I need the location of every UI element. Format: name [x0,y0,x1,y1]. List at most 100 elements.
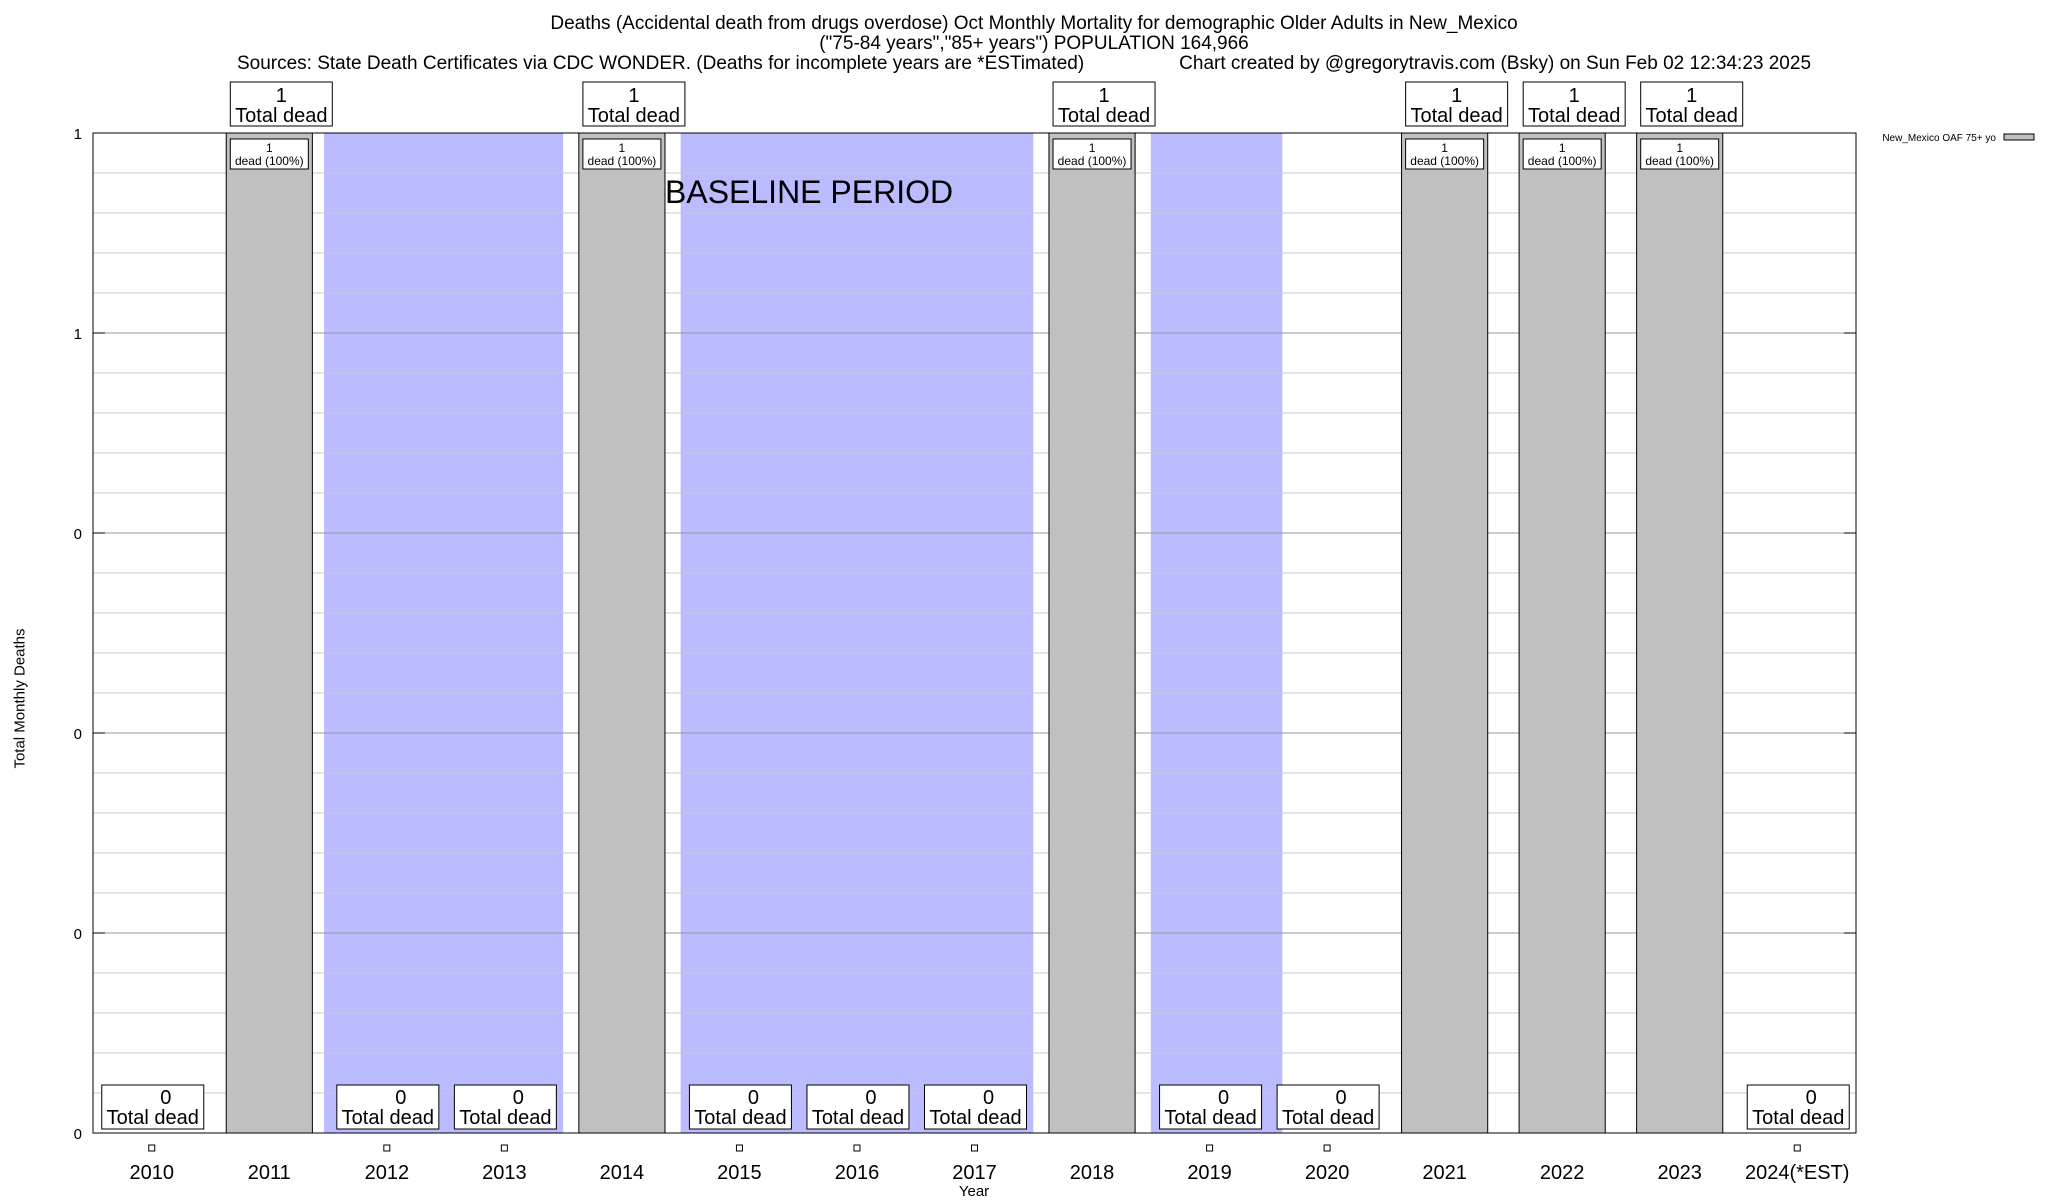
total-label-box [1640,81,1744,127]
total-label-value: 0 [865,1087,876,1109]
x-tick-label: 2012 [365,1162,410,1184]
baseline-shade-1 [680,133,1034,1133]
x-tick-label: 2014 [600,1162,645,1184]
x-tick-label: 2021 [1422,1162,1467,1184]
total-label-value: 0 [1336,1087,1347,1109]
legend-swatch [2003,133,2035,141]
bar-label-box [1522,138,1602,170]
y-tick-label: 1 [74,326,82,343]
bar-label-percent: dead (100%) [1410,154,1479,168]
bar-label-percent: dead (100%) [1528,154,1597,168]
total-label-box [453,1084,557,1130]
baseline-shade-2 [1150,133,1283,1133]
y-tick-label: 0 [74,1126,82,1143]
y-tick-label: 0 [74,926,82,943]
bar-label-percent: dead (100%) [1645,154,1714,168]
total-label-value: 0 [1806,1087,1817,1109]
total-label-caption: Total dead [1528,105,1620,127]
x-axis-label: Year [959,1183,989,1200]
x-tick-label: 2020 [1305,1162,1350,1184]
bar-label-count: 1 [1441,141,1448,155]
x-tick-label: 2017 [952,1162,997,1184]
total-label-value: 1 [1569,85,1580,107]
y-tick-label: 1 [74,126,82,143]
zero-point-marker [148,1144,156,1152]
plot-border [92,132,1857,1134]
total-label-box [229,81,333,127]
x-tick-label: 2024(*EST) [1745,1162,1850,1184]
bar-label-percent: dead (100%) [1058,154,1127,168]
total-label-value: 0 [513,1087,524,1109]
total-label-caption: Total dead [342,1107,434,1129]
total-label-value: 0 [748,1087,759,1109]
total-label-box [688,1084,792,1130]
total-label-box [1522,81,1626,127]
bar-label-count: 1 [619,141,626,155]
y-tick-label: 0 [74,726,82,743]
bar-label-box [229,138,309,170]
total-label-box [101,1084,205,1130]
chart-sources-credit: Sources: State Death Certificates via CD… [0,54,2048,74]
bar [1518,132,1606,1134]
total-label-value: 0 [160,1087,171,1109]
total-label-value: 0 [1218,1087,1229,1109]
total-label-box [806,1084,910,1130]
total-label-caption: Total dead [459,1107,551,1129]
legend-label: New_Mexico OAF 75+ yo [1882,133,1996,144]
bar-label-box [1640,138,1720,170]
x-tick-label: 2011 [248,1162,291,1184]
y-axis-label: Total Monthly Deaths [11,628,29,769]
chart-sources: Sources: State Death Certificates via CD… [236,53,1085,74]
total-label-value: 1 [276,85,287,107]
baseline-period-label: BASELINE PERIOD [665,174,953,210]
bar-label-percent: dead (100%) [588,154,657,168]
zero-point-marker [1793,1144,1801,1152]
bar-label-box [582,138,662,170]
total-label-box [924,1084,1027,1130]
total-label-caption: Total dead [588,105,680,127]
total-label-caption: Total dead [1164,1107,1256,1129]
y-tick-label: 0 [74,526,82,543]
total-label-box [582,81,686,127]
x-tick-label: 2015 [717,1162,762,1184]
bar-label-count: 1 [1676,141,1683,155]
bar-label-box [1405,138,1485,170]
bar-label-box [1052,138,1132,170]
bar-label-count: 1 [1089,141,1096,155]
total-label-caption: Total dead [929,1107,1021,1129]
total-label-box [1746,1084,1850,1130]
total-label-value: 1 [628,85,639,107]
total-label-box [1159,1084,1263,1130]
bar-label-count: 1 [1559,141,1566,155]
bar [1401,132,1489,1134]
total-label-value: 0 [395,1087,406,1109]
bar-label-percent: dead (100%) [235,154,304,168]
x-tick-label: 2013 [482,1162,527,1184]
total-label-caption: Total dead [235,105,327,127]
zero-point-marker [735,1144,743,1152]
x-tick-label: 2016 [835,1162,880,1184]
bar-label-count: 1 [266,141,273,155]
x-tick-label: 2019 [1187,1162,1232,1184]
total-label-caption: Total dead [1752,1107,1844,1129]
zero-point-marker [971,1144,978,1152]
x-tick-label: 2022 [1540,1162,1585,1184]
total-label-value: 1 [1686,85,1697,107]
x-tick-label: 2010 [130,1162,175,1184]
bar [1048,132,1136,1134]
total-label-value: 1 [1451,85,1462,107]
zero-point-marker [500,1144,508,1152]
zero-point-marker [853,1144,861,1152]
total-label-caption: Total dead [812,1107,904,1129]
bar [1636,132,1724,1134]
total-label-caption: Total dead [1282,1107,1374,1129]
x-tick-label: 2018 [1070,1162,1115,1184]
x-tick-label: 2023 [1657,1162,1702,1184]
total-label-caption: Total dead [107,1107,199,1129]
total-label-box [1052,81,1156,127]
total-label-box [1276,1084,1380,1130]
total-label-caption: Total dead [1058,105,1150,127]
baseline-shade-0 [324,133,564,1133]
zero-point-marker [383,1144,391,1152]
